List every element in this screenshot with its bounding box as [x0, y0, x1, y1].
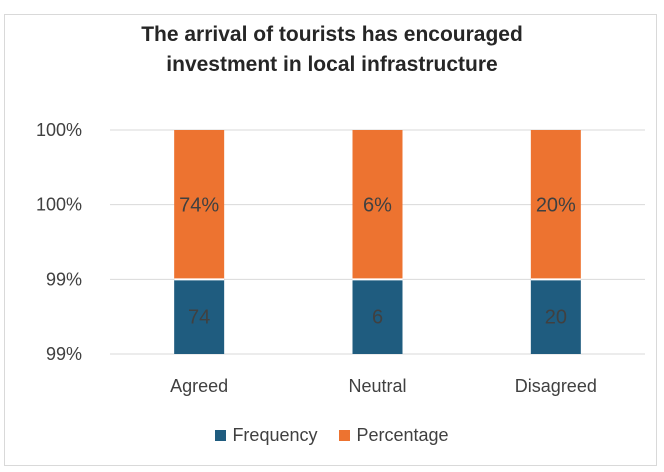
data-label-frequency: 20 — [545, 307, 567, 329]
x-category-label: Neutral — [348, 376, 406, 396]
legend-item-frequency: Frequency — [215, 425, 317, 446]
legend: Frequency Percentage — [0, 425, 664, 446]
bar-percentage — [174, 130, 225, 280]
y-tick-label: 100% — [36, 120, 82, 140]
legend-swatch-percentage — [339, 430, 351, 441]
y-tick-label: 99% — [46, 269, 82, 289]
bar-frequency — [174, 279, 225, 354]
legend-swatch-frequency — [215, 430, 227, 441]
bar-percentage — [352, 130, 403, 280]
x-category-label: Agreed — [170, 376, 228, 396]
bar-percentage — [530, 130, 581, 280]
data-label-frequency: 74 — [188, 307, 210, 329]
legend-label-percentage: Percentage — [356, 425, 449, 445]
x-category-label: Disagreed — [515, 376, 597, 396]
bar-frequency — [530, 279, 581, 354]
chart-title-line-1: The arrival of tourists has encouraged — [141, 23, 523, 46]
legend-label-frequency: Frequency — [232, 425, 318, 445]
bar-frequency — [352, 279, 403, 354]
data-label-percentage: 20% — [536, 195, 576, 217]
data-label-percentage: 6% — [363, 195, 392, 217]
data-label-percentage: 74% — [179, 195, 219, 217]
y-tick-label: 99% — [46, 344, 82, 364]
y-tick-label: 100% — [36, 195, 82, 215]
chart-title: The arrival of tourists has encouraged i… — [0, 20, 664, 80]
legend-item-percentage: Percentage — [339, 425, 449, 446]
data-label-frequency: 6 — [372, 307, 383, 329]
chart-title-line-2: investment in local infrastructure — [166, 53, 498, 76]
